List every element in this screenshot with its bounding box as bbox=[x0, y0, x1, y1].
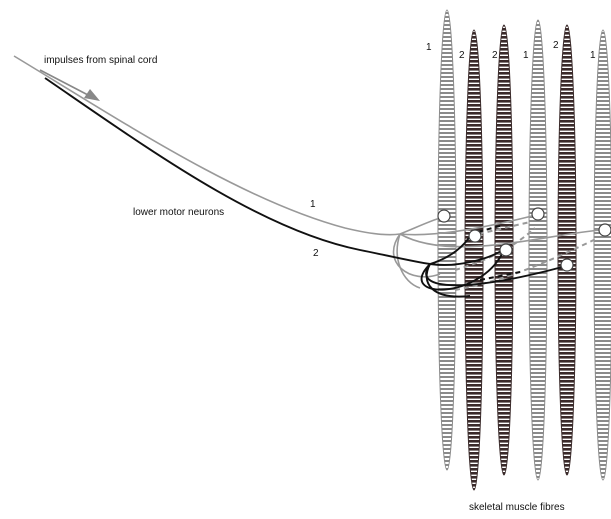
skeletal-muscle-fibres-label: skeletal muscle fibres bbox=[469, 502, 565, 513]
junction-fibre-1 bbox=[437, 209, 451, 223]
neuromuscular-junctions bbox=[437, 207, 611, 272]
muscle-fibre-6 bbox=[593, 29, 611, 481]
muscle-fibre-5 bbox=[557, 24, 577, 476]
fibre-6-unit-number: 1 bbox=[590, 50, 596, 61]
fibre-2-unit-number: 2 bbox=[459, 50, 465, 61]
neuron-1-axon bbox=[13, 55, 601, 289]
neuron-1-label: 1 bbox=[310, 199, 316, 210]
junction-fibre-6 bbox=[598, 223, 611, 237]
junction-fibre-3 bbox=[499, 243, 513, 257]
fibre-4-unit-number: 1 bbox=[523, 50, 529, 61]
muscle-fibre-4 bbox=[528, 19, 548, 481]
fibre-3-unit-number: 2 bbox=[492, 50, 498, 61]
impulse-arrow bbox=[39, 69, 100, 101]
muscle-fibres bbox=[437, 9, 611, 491]
impulses-label: impulses from spinal cord bbox=[44, 55, 157, 66]
lower-motor-neurons-label: lower motor neurons bbox=[133, 207, 224, 218]
junction-fibre-4 bbox=[531, 207, 545, 221]
fibre-1-unit-number: 1 bbox=[426, 42, 432, 53]
neuron-2-axon bbox=[44, 77, 567, 298]
junction-fibre-2 bbox=[468, 229, 482, 243]
muscle-fibre-1 bbox=[437, 9, 457, 471]
fibre-unit-numbers: 1 2 2 1 2 1 bbox=[426, 40, 596, 61]
neuron-2-dashed-branches bbox=[477, 224, 521, 281]
fibre-5-unit-number: 2 bbox=[553, 40, 559, 51]
neuron-2-label: 2 bbox=[313, 248, 319, 259]
junction-fibre-5 bbox=[560, 258, 574, 272]
